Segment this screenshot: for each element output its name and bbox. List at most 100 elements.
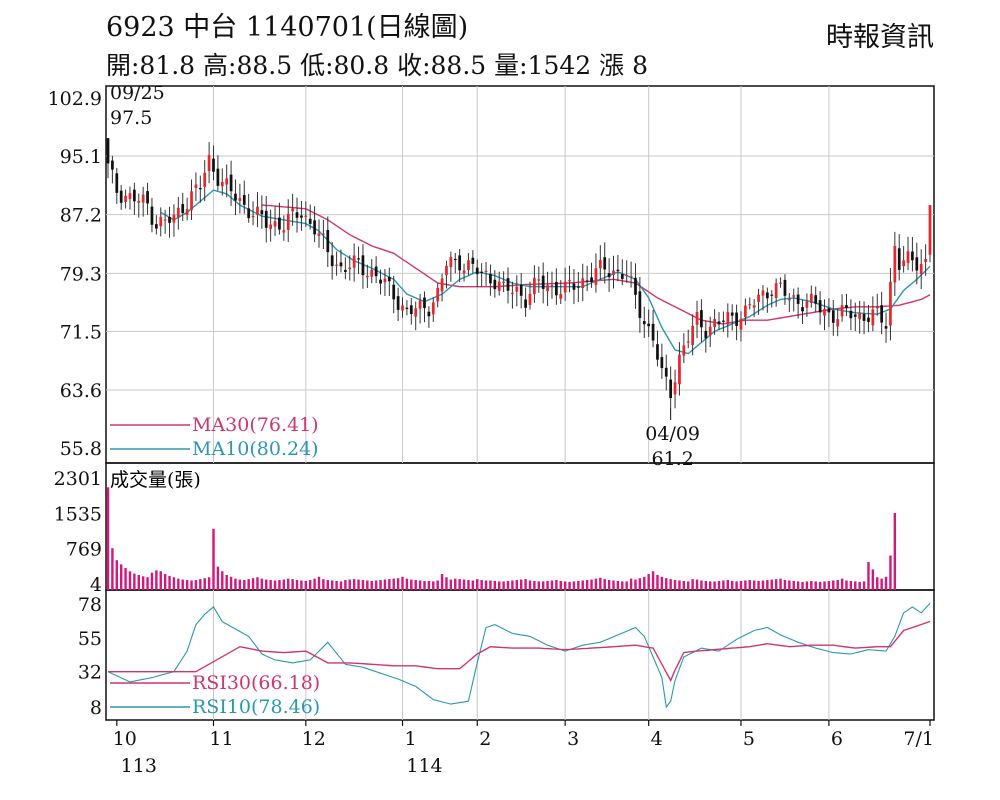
candle-body-up (286, 213, 290, 230)
volume-bar (203, 578, 206, 590)
candle-body-down (651, 323, 655, 341)
volume-bar (585, 580, 589, 590)
candle (708, 316, 712, 348)
candle-body-up (304, 215, 308, 218)
candle (862, 301, 866, 335)
volume-bar (752, 580, 756, 590)
candle (203, 160, 207, 202)
candle-body-up (203, 172, 207, 187)
candle (154, 215, 158, 235)
volume-bar (251, 578, 255, 590)
volume-bar (432, 581, 435, 590)
candle-body-down (374, 266, 378, 277)
candle (867, 304, 870, 332)
candle (713, 309, 716, 335)
candle (620, 259, 624, 286)
candle (831, 300, 835, 336)
volume-bar (533, 580, 536, 590)
candle-body-down (405, 307, 409, 310)
x-axis-ticks: 10 113 11 12 1 114 2 3 4 5 6 7/1 (113, 720, 934, 777)
candle-body-up (502, 281, 505, 283)
candle (871, 296, 875, 332)
candle-body-up (840, 305, 844, 317)
volume-bar (392, 578, 395, 590)
volume-bar (383, 579, 387, 590)
candle-body-up (322, 233, 325, 235)
candle-body-down (765, 292, 769, 299)
candle (365, 264, 369, 288)
volume-bar (770, 579, 773, 590)
candle (511, 281, 514, 309)
candle-body-up (484, 270, 488, 273)
candle (242, 180, 246, 214)
volume-bar (717, 580, 721, 590)
candle (809, 285, 813, 308)
candle (783, 274, 787, 305)
candle-body-up (141, 194, 145, 203)
candle-body-down (427, 311, 431, 317)
candle (330, 242, 334, 280)
candle (765, 287, 769, 313)
candle (190, 179, 193, 220)
volume-bar (137, 574, 140, 590)
x-year-label: 113 (121, 755, 157, 777)
candle (137, 193, 141, 218)
candle-body-down (453, 258, 457, 261)
candle-body-up (238, 198, 242, 201)
y-axis-ticks: 102.9 95.1 87.2 79.3 71.5 63.6 55.8 2301 1535 769… (48, 88, 102, 719)
candle-body-up (251, 215, 255, 218)
candle-body-down (119, 190, 123, 203)
volume-bar (322, 579, 325, 590)
volume-bar (559, 580, 562, 590)
candle-body-up (779, 282, 782, 284)
candle (449, 251, 453, 282)
x-tick-label: 10 (113, 728, 137, 750)
candle-body-down (387, 276, 391, 282)
rsi10-line (107, 602, 931, 709)
volume-bar (862, 581, 866, 590)
candle (875, 293, 879, 316)
candle-body-down (634, 277, 637, 295)
x-tick-label: 7/1 (903, 728, 934, 750)
candle (911, 236, 914, 272)
candle (286, 199, 290, 243)
volume-bar (854, 581, 857, 590)
candle (128, 186, 132, 210)
volume-bar (691, 579, 694, 590)
candle (344, 257, 347, 280)
volume-bar (150, 572, 154, 590)
volume-bar (216, 566, 220, 590)
candle-body-up (752, 305, 756, 308)
candle-body-down (867, 317, 870, 322)
price-panel-frame (105, 85, 935, 464)
candle-body-down (590, 277, 593, 283)
candle-body-up (176, 207, 180, 218)
volume-bar (405, 578, 409, 590)
volume-bar (836, 580, 839, 590)
candle (757, 288, 760, 315)
candle-body-down (801, 307, 804, 312)
volume-bar (493, 580, 497, 590)
candle-body-up (678, 354, 681, 385)
candle (792, 288, 796, 312)
volume-title: 成交量(張) (110, 469, 201, 491)
candle-body-up (761, 290, 765, 296)
candle (651, 309, 655, 348)
candle (119, 184, 123, 210)
candle-body-down (831, 310, 835, 323)
candle-body-down (704, 330, 708, 339)
candle (818, 291, 822, 325)
candle-body-up (682, 345, 686, 356)
volume-bar (374, 580, 378, 590)
candle-body-down (278, 217, 281, 230)
volume-bar (229, 576, 233, 590)
candle (405, 300, 409, 316)
candle (568, 265, 571, 293)
volume-bar (502, 581, 505, 590)
volume-bar (810, 580, 813, 590)
volume-bar (471, 580, 475, 590)
candle (176, 196, 180, 230)
volume-bar (625, 581, 628, 590)
volume-bar (730, 580, 734, 590)
volume-bar (814, 581, 817, 590)
